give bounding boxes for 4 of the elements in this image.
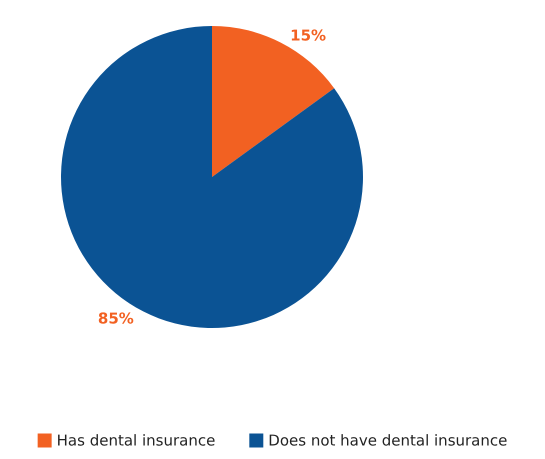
legend-label: Does not have dental insurance: [268, 432, 508, 450]
legend-label: Has dental insurance: [56, 432, 216, 450]
data-label: 85%: [98, 310, 134, 328]
data-label: 15%: [290, 26, 326, 44]
